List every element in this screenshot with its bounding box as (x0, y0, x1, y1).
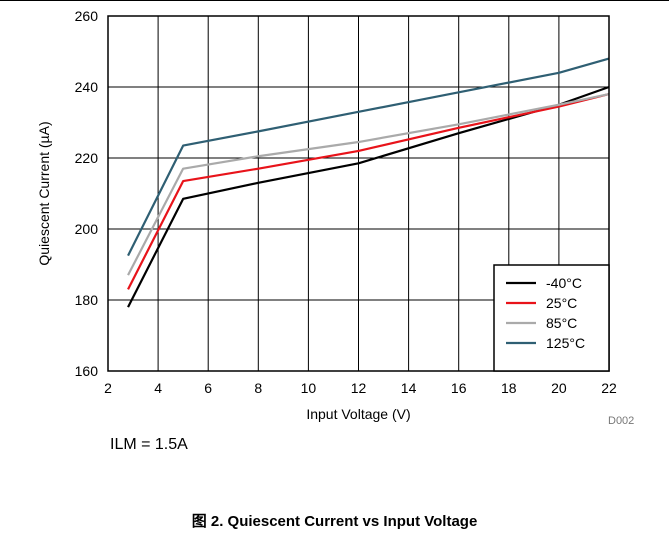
y-tick-label: 160 (75, 363, 99, 379)
x-axis-label: Input Voltage (V) (306, 406, 410, 422)
x-tick-label: 18 (501, 380, 517, 396)
x-tick-label: 16 (451, 380, 467, 396)
y-tick-label: 180 (75, 292, 99, 308)
series-line (127, 57, 610, 257)
legend-label: 25°C (546, 295, 577, 311)
y-tick-label: 220 (75, 150, 99, 166)
top-rule (0, 0, 669, 1)
legend: -40°C 25°C 85°C 125°C (493, 264, 610, 372)
series-lines (127, 57, 610, 308)
legend-label: 125°C (546, 335, 585, 351)
x-tick-label: 14 (401, 380, 417, 396)
y-tick-label: 240 (75, 79, 99, 95)
series-line (127, 93, 610, 276)
x-tick-label: 10 (301, 380, 317, 396)
figure-code: D002 (608, 415, 635, 427)
x-tick-label: 4 (154, 380, 162, 396)
x-tick-label: 20 (551, 380, 567, 396)
y-tick-label: 200 (75, 221, 99, 237)
series-line (127, 93, 610, 290)
x-tick-label: 12 (351, 380, 367, 396)
x-tick-label: 6 (204, 380, 212, 396)
ilm-note: ILM = 1.5A (110, 436, 188, 453)
y-tick-label: 260 (75, 8, 99, 24)
plot-frame (107, 15, 610, 372)
figure-caption: 图 2. Quiescent Current vs Input Voltage (191, 513, 478, 530)
x-tick-label: 2 (104, 380, 112, 396)
quiescent-current-chart: 2 4 6 8 10 12 14 16 18 20 22 160 180 200 220 240 260 Qui… (36, 8, 617, 422)
legend-label: -40°C (546, 275, 582, 291)
y-axis-label: Quiescent Current (µA) (36, 121, 52, 265)
x-tick-label: 22 (601, 380, 617, 396)
x-tick-label: 8 (254, 380, 262, 396)
legend-label: 85°C (546, 315, 577, 331)
tick-labels: 2 4 6 8 10 12 14 16 18 20 22 160 180 200 220 240 260 (75, 8, 617, 396)
